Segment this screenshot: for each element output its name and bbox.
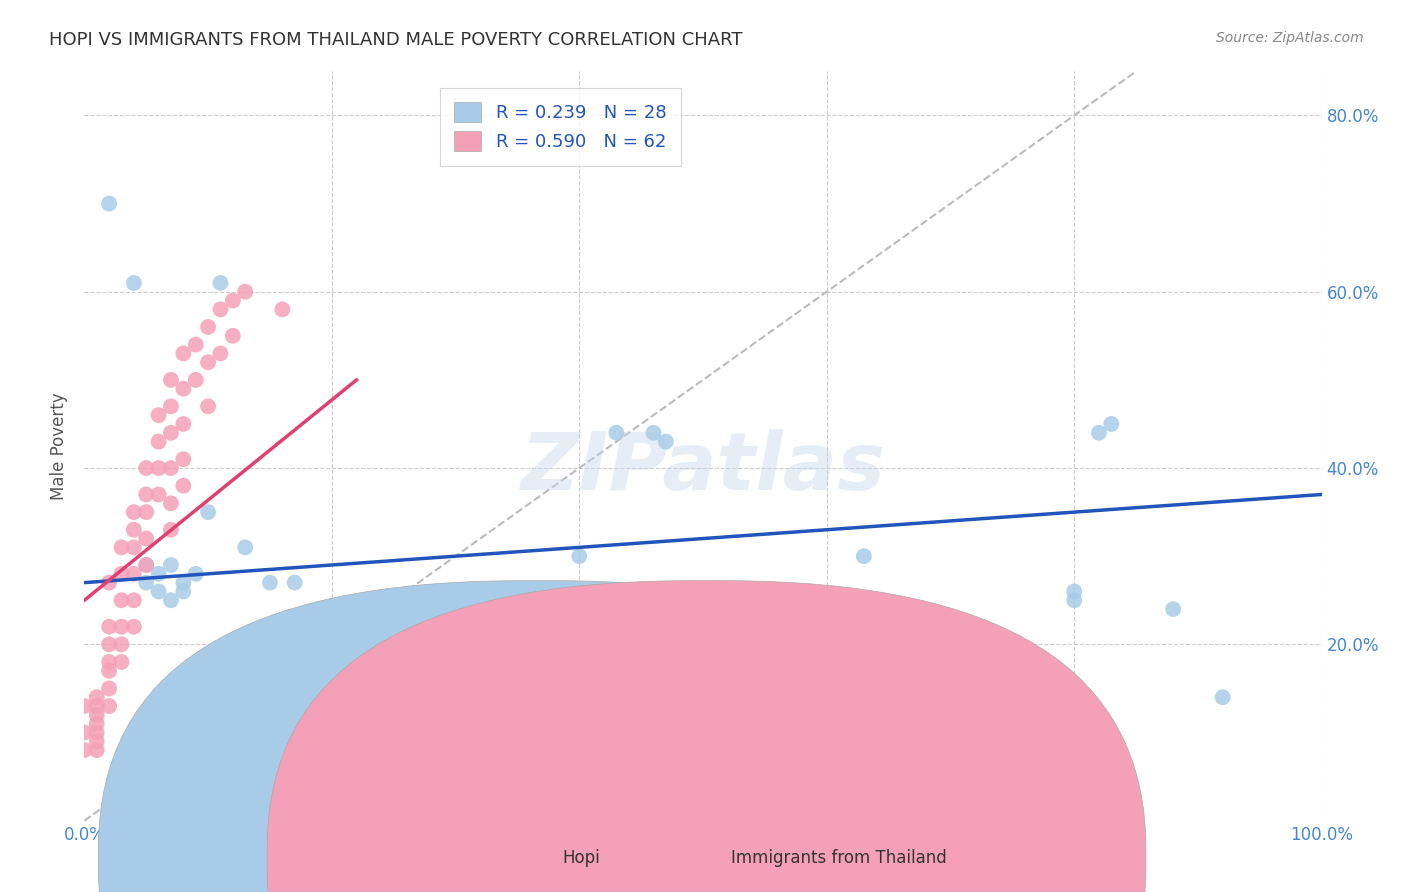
Point — [86, 690, 108, 705]
Point — [122, 566, 145, 581]
Point — [98, 620, 121, 634]
Point — [122, 276, 145, 290]
Point — [259, 575, 281, 590]
Point — [1161, 602, 1184, 616]
Text: HOPI VS IMMIGRANTS FROM THAILAND MALE POVERTY CORRELATION CHART: HOPI VS IMMIGRANTS FROM THAILAND MALE PO… — [49, 31, 742, 49]
Point — [135, 558, 157, 572]
Point — [110, 620, 132, 634]
Point — [110, 593, 132, 607]
Point — [172, 346, 194, 360]
Point — [73, 699, 96, 714]
Point — [160, 593, 183, 607]
Point — [86, 734, 108, 748]
Text: Hopi: Hopi — [562, 849, 600, 867]
Point — [1063, 593, 1085, 607]
Point — [98, 681, 121, 696]
Point — [172, 382, 194, 396]
Point — [135, 461, 157, 475]
Point — [122, 505, 145, 519]
Point — [197, 505, 219, 519]
Point — [605, 425, 627, 440]
Point — [852, 549, 875, 564]
Point — [568, 549, 591, 564]
Point — [148, 434, 170, 449]
Point — [86, 707, 108, 722]
Point — [172, 575, 194, 590]
Point — [110, 541, 132, 555]
Point — [209, 302, 232, 317]
Text: ZIPatlas: ZIPatlas — [520, 429, 886, 508]
Point — [160, 400, 183, 414]
Text: Source: ZipAtlas.com: Source: ZipAtlas.com — [1216, 31, 1364, 45]
Point — [209, 346, 232, 360]
Point — [172, 478, 194, 492]
Point — [122, 620, 145, 634]
Text: Immigrants from Thailand: Immigrants from Thailand — [731, 849, 946, 867]
Point — [148, 461, 170, 475]
Point — [643, 425, 665, 440]
Point — [284, 575, 307, 590]
Point — [73, 725, 96, 739]
Point — [197, 355, 219, 369]
Point — [184, 373, 207, 387]
Point — [233, 541, 256, 555]
Point — [197, 320, 219, 334]
Point — [110, 655, 132, 669]
Point — [172, 452, 194, 467]
Point — [148, 566, 170, 581]
Point — [222, 293, 245, 308]
Point — [233, 285, 256, 299]
Point — [86, 716, 108, 731]
Point — [98, 637, 121, 651]
Point — [160, 461, 183, 475]
Point — [86, 725, 108, 739]
Point — [122, 523, 145, 537]
Point — [73, 743, 96, 757]
Point — [98, 575, 121, 590]
Point — [246, 743, 269, 757]
Point — [184, 566, 207, 581]
Point — [1099, 417, 1122, 431]
Point — [333, 725, 356, 739]
Point — [209, 276, 232, 290]
Point — [160, 425, 183, 440]
Point — [86, 743, 108, 757]
Point — [98, 699, 121, 714]
Point — [148, 487, 170, 501]
Point — [1088, 425, 1111, 440]
Point — [135, 575, 157, 590]
Point — [148, 408, 170, 422]
Point — [160, 496, 183, 510]
Point — [271, 302, 294, 317]
Point — [122, 541, 145, 555]
Point — [655, 434, 678, 449]
Point — [1063, 584, 1085, 599]
Point — [148, 584, 170, 599]
Point — [1212, 690, 1234, 705]
Point — [86, 699, 108, 714]
Point — [172, 417, 194, 431]
Point — [160, 558, 183, 572]
Point — [184, 337, 207, 351]
Point — [98, 655, 121, 669]
Y-axis label: Male Poverty: Male Poverty — [51, 392, 69, 500]
Point — [160, 523, 183, 537]
Point — [122, 593, 145, 607]
Point — [135, 532, 157, 546]
Point — [197, 400, 219, 414]
Point — [135, 558, 157, 572]
Point — [98, 664, 121, 678]
Point — [98, 196, 121, 211]
Point — [135, 487, 157, 501]
Point — [222, 328, 245, 343]
Legend: R = 0.239   N = 28, R = 0.590   N = 62: R = 0.239 N = 28, R = 0.590 N = 62 — [440, 88, 681, 166]
Point — [135, 505, 157, 519]
Point — [172, 584, 194, 599]
Point — [110, 566, 132, 581]
Point — [110, 637, 132, 651]
Point — [877, 602, 900, 616]
Point — [160, 373, 183, 387]
